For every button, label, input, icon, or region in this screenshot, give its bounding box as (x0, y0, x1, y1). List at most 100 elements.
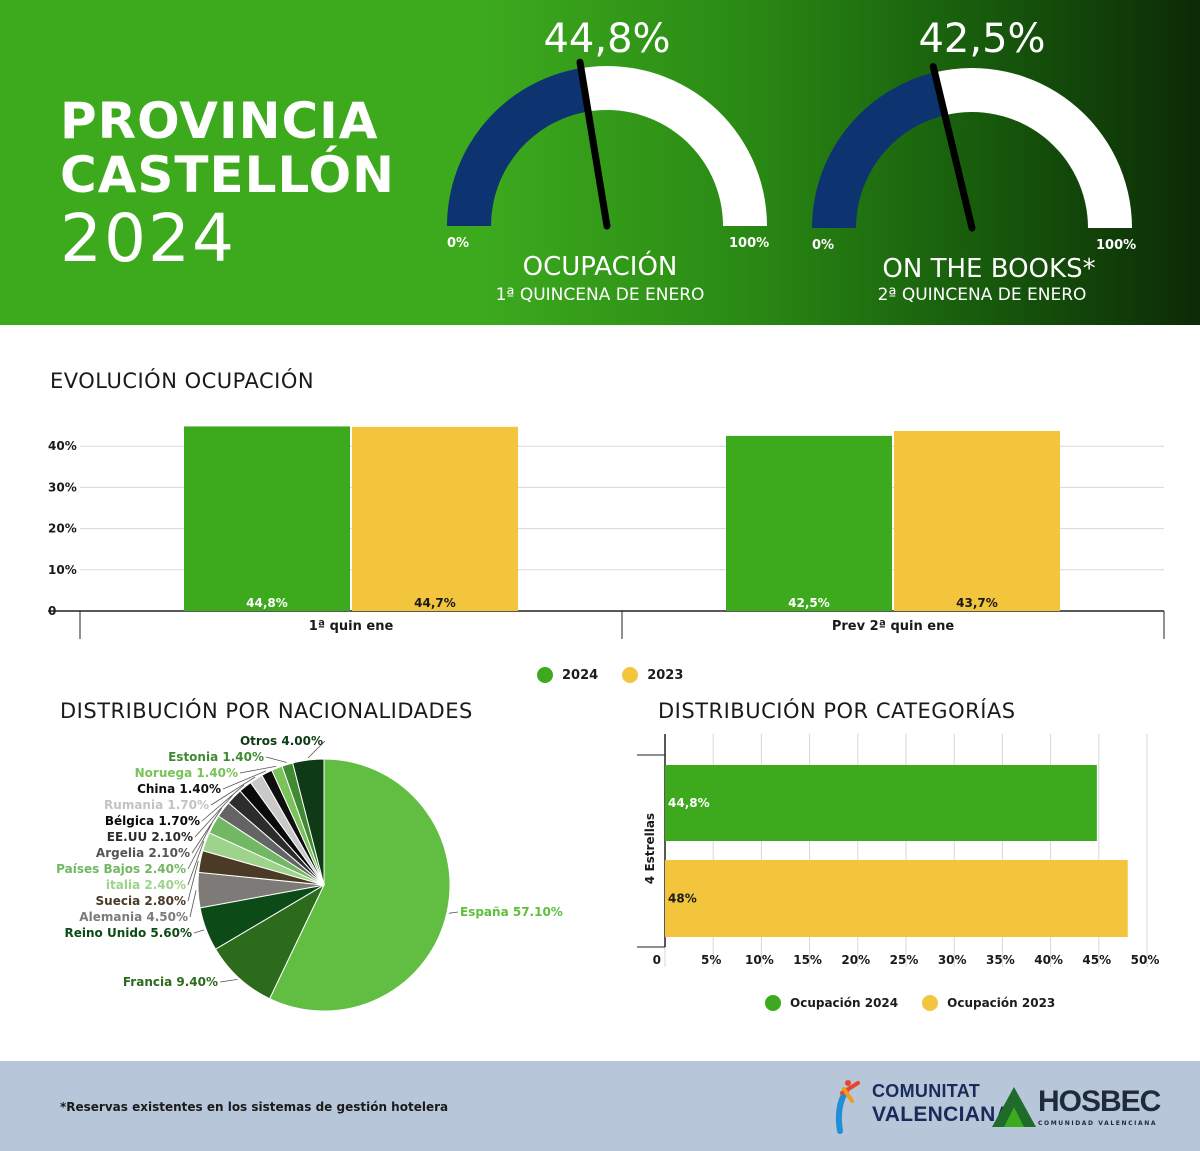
x-category-label-1: Prev 2ª quin ene (832, 619, 955, 634)
x-tick-label-6: 30% (938, 953, 967, 967)
pie-label-13: Estonia 1.40% (168, 750, 264, 764)
pie-leader-8 (194, 795, 233, 838)
pie-label-11: China 1.40% (137, 782, 221, 796)
legend-swatch-ocupacion-2023 (922, 995, 939, 1011)
x-category-label-0: 1ª quin ene (309, 619, 394, 634)
categories-legend: Ocupación 2024 Ocupación 2023 (765, 995, 1079, 1011)
gauge-1-filled-arc (447, 68, 589, 226)
pie-leader-5 (187, 840, 205, 886)
legend-swatch-ocupacion-2024 (765, 995, 781, 1011)
legend-label-ocupacion-2024: Ocupación 2024 (790, 996, 899, 1010)
x-tick-label-10: 50% (1131, 953, 1160, 967)
y-tick-label-4: 40% (48, 439, 77, 453)
y-tick-label-1: 10% (48, 563, 77, 577)
bar-2023-1 (894, 430, 1060, 611)
pie-leader-11 (222, 770, 267, 790)
page-title-line-1: PROVINCIA (60, 92, 379, 150)
gauge-1-needle (576, 58, 611, 230)
x-tick-label-3: 15% (793, 953, 822, 967)
comunitat-logo-line-1: COMUNITAT (872, 1081, 981, 1101)
comunitat-valenciana-mark-icon (835, 1080, 860, 1134)
hosbec-triangle-icon (992, 1087, 1036, 1127)
pie-leader-4 (187, 860, 199, 902)
pie-leader-7 (191, 807, 222, 854)
y-category-label: 4 Estrellas (643, 813, 657, 884)
hosbec-logo-subtitle: COMUNIDAD VALENCIANA (1038, 1120, 1158, 1127)
pie-label-6: Países Bajos 2.40% (56, 862, 186, 876)
bar-label-2023-1: 43,7% (956, 596, 998, 610)
bar-2024-0 (184, 426, 350, 611)
pie-leader-3 (189, 890, 197, 918)
bar-label-2024-0: 44,8% (246, 596, 288, 610)
categories-title: DISTRIBUCIÓN POR CATEGORÍAS (658, 699, 1016, 723)
legend-item-2024: 2024 (537, 667, 598, 683)
x-tick-label-9: 45% (1082, 953, 1111, 967)
bar-label-0: 44,8% (668, 796, 710, 810)
evolution-legend: 2024 2023 (537, 667, 707, 683)
gauge-1-subtitle: 1ª QUINCENA DE ENERO (495, 285, 705, 305)
legend-swatch-2023 (622, 667, 639, 683)
pie-leader-6 (187, 823, 213, 870)
x-tick-label-0: 0 (653, 953, 661, 967)
footer: *Reservas existentes en los sistemas de … (0, 1061, 1200, 1151)
pie-slice-14 (292, 758, 325, 886)
legend-item-2023: 2023 (622, 667, 683, 683)
pie-label-8: EE.UU 2.10% (107, 830, 193, 844)
nationalities-title: DISTRIBUCIÓN POR NACIONALIDADES (60, 699, 473, 723)
legend-item-ocupacion-2023: Ocupación 2023 (922, 995, 1055, 1011)
nationalities-pie-chart: España 57.10% Francia 9.40% Reino Unido 5.… (56, 734, 563, 1012)
gauge-2-filled-arc (812, 72, 945, 229)
pie-leader-12 (239, 765, 277, 774)
gauge-2-min-label: 0% (812, 238, 835, 253)
pie-label-3: Alemania 4.50% (79, 910, 188, 924)
gauge-1-title: OCUPACIÓN (522, 252, 678, 282)
gauge-2-value: 42,5% (918, 16, 1046, 62)
pie-leader-2 (193, 929, 205, 934)
x-tick-label-5: 25% (890, 953, 919, 967)
header-banner: PROVINCIA CASTELLÓN 2024 44,8% 0% 100% O… (0, 0, 1200, 325)
pie-label-1: Francia 9.40% (123, 975, 218, 989)
hosbec-logo-text: HOSBEC (1038, 1085, 1161, 1118)
pie-label-10: Rumania 1.70% (104, 798, 209, 812)
x-tick-label-2: 10% (745, 953, 774, 967)
categories-bar-chart: 0 5% 10% 15% 20% 25% 30% 35% 40% 45% 50% 44,8% 48% 4 … (637, 734, 1160, 967)
pie-leader-14 (307, 740, 326, 759)
pie-label-0: España 57.10% (460, 905, 563, 919)
pie-label-12: Noruega 1.40% (135, 766, 238, 780)
legend-label-2024: 2024 (562, 667, 599, 683)
comunitat-logo-line-2: VALENCIANA (872, 1103, 1012, 1126)
comunitat-valenciana-logo: COMUNITAT VALENCIANA (832, 1077, 1011, 1135)
gauge-1-min-label: 0% (447, 236, 470, 251)
y-tick-label-2: 20% (48, 522, 77, 536)
pie-label-14: Otros 4.00% (240, 734, 323, 748)
hosbec-logo: HOSBEC COMUNIDAD VALENCIANA (990, 1083, 1161, 1133)
gauge-2-max-label: 100% (1096, 238, 1137, 253)
legend-swatch-2024 (537, 667, 553, 683)
pie-leader-13 (265, 756, 287, 763)
bar-2024-1 (726, 435, 892, 611)
footnote: *Reservas existentes en los sistemas de … (60, 1100, 449, 1114)
gauge-1-max-label: 100% (729, 236, 770, 251)
legend-label-ocupacion-2023: Ocupación 2023 (947, 996, 1056, 1010)
pie-label-2: Reino Unido 5.60% (65, 926, 193, 940)
bar-ocupación-2024 (665, 765, 1097, 841)
gauge-2-empty-arc (934, 67, 1132, 228)
gauge-1-value: 44,8% (543, 16, 671, 62)
gauge-1-empty-arc (580, 65, 767, 226)
legend-label-2023: 2023 (647, 667, 684, 683)
gauges (447, 58, 1132, 232)
gauge-2-subtitle: 2ª QUINCENA DE ENERO (877, 285, 1087, 305)
legend-item-ocupacion-2024: Ocupación 2024 (765, 995, 898, 1011)
bar-ocupación-2023 (665, 860, 1128, 937)
pie-leader-9 (201, 784, 245, 822)
bar-label-2024-1: 42,5% (788, 596, 830, 610)
page-title-year: 2024 (60, 200, 236, 277)
pie-label-5: italia 2.40% (106, 878, 186, 892)
pie-label-4: Suecia 2.80% (96, 894, 186, 908)
pie-leader-0 (448, 911, 459, 914)
bar-label-2023-0: 44,7% (414, 596, 456, 610)
page-title-line-2: CASTELLÓN (60, 146, 395, 204)
gauge-2-title: ON THE BOOKS* (882, 254, 1096, 284)
x-tick-label-7: 35% (986, 953, 1015, 967)
